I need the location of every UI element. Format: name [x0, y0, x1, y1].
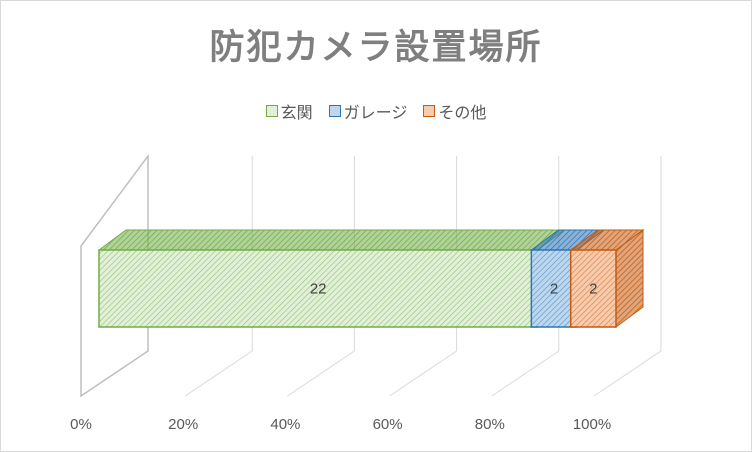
x-tick-label: 20% — [168, 416, 198, 433]
chart-title: 防犯カメラ設置場所 — [209, 28, 543, 68]
gridline-floor — [389, 350, 457, 397]
x-tick-labels: 0% 20% 40% 60% 80% 100% — [70, 416, 611, 433]
bar-segment-2-side — [615, 229, 644, 328]
x-tick-label: 60% — [373, 416, 403, 433]
side-wall — [80, 153, 149, 398]
legend-item-genkan: 玄関 — [265, 99, 313, 123]
plot-walls — [80, 153, 149, 398]
data-label-1: 2 — [550, 281, 558, 298]
data-label-0: 22 — [310, 281, 327, 298]
legend-item-garage: ガレージ — [328, 99, 408, 123]
legend-swatch-other — [423, 105, 436, 117]
legend-label-garage: ガレージ — [343, 103, 408, 122]
data-label-2: 2 — [589, 281, 597, 298]
data-labels: 22 2 2 — [310, 281, 598, 298]
legend-label-other: その他 — [438, 103, 487, 122]
x-tick-label: 80% — [475, 416, 505, 433]
gridline-floor — [184, 350, 253, 397]
legend-swatch-garage — [328, 105, 341, 117]
x-tick-label: 40% — [270, 416, 300, 433]
gridline-floor — [593, 350, 662, 397]
bar-segment-2 — [569, 249, 617, 328]
chart-legend: 玄関 ガレージ その他 — [1, 99, 751, 123]
bar-segments — [97, 229, 645, 328]
gridline-floor — [491, 350, 560, 397]
x-tick-label: 0% — [70, 416, 92, 433]
x-tick-label: 100% — [573, 416, 611, 433]
gridline-floor — [287, 350, 355, 397]
bar-segment-0-top — [97, 229, 566, 251]
legend-item-other: その他 — [423, 99, 486, 123]
bar-segment-0 — [98, 249, 539, 328]
legend-label-genkan: 玄関 — [280, 103, 313, 122]
legend-swatch-genkan — [265, 105, 278, 117]
